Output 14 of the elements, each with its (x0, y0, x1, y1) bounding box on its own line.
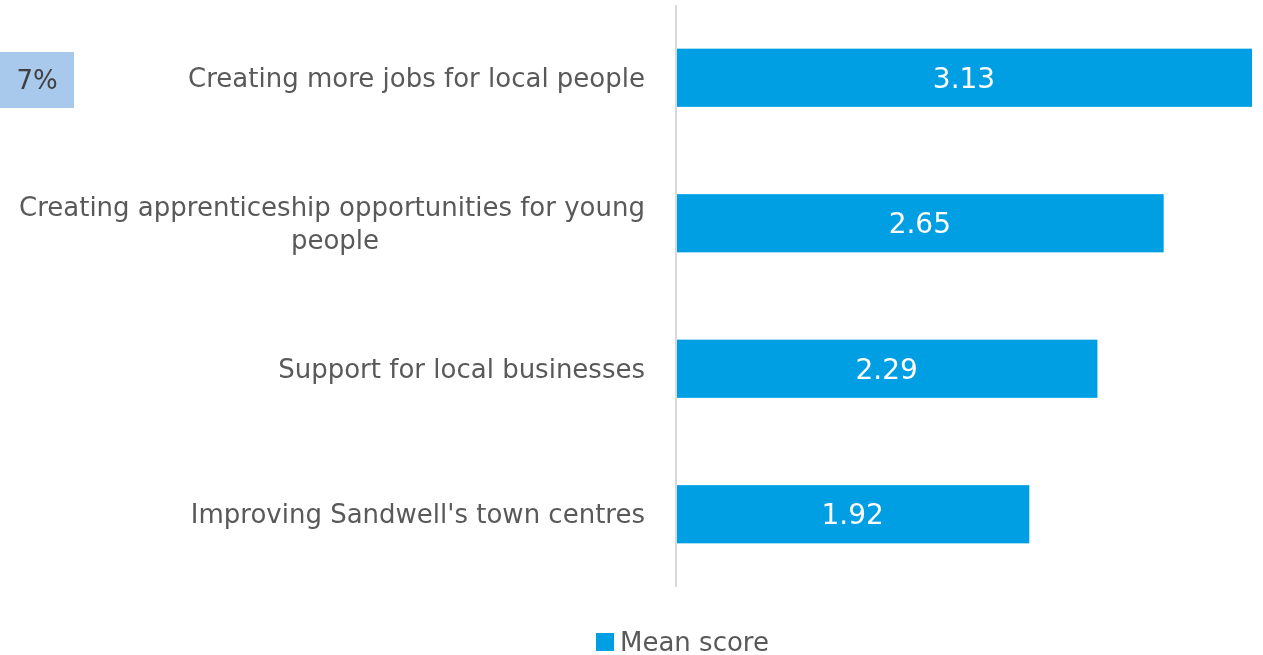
data-label: 3.13 (932, 61, 996, 95)
data-label: 2.65 (888, 207, 952, 241)
text: 7% (16, 65, 58, 96)
y-tick-label: Support for local businesses (278, 353, 645, 384)
bar (676, 339, 1098, 398)
bar (676, 194, 1164, 253)
data-label: 2.29 (855, 352, 918, 386)
legend-label: Mean score (620, 627, 769, 655)
y-tick-label: Creating apprenticeship opportunities for young people (18, 191, 645, 255)
y-tick-label: Improving Sandwell's town centres (190, 499, 645, 530)
y-tick-label: Creating more jobs for local people (188, 62, 645, 93)
bar (676, 485, 1030, 544)
bar (676, 48, 1252, 107)
data-label: 1.92 (821, 498, 884, 532)
